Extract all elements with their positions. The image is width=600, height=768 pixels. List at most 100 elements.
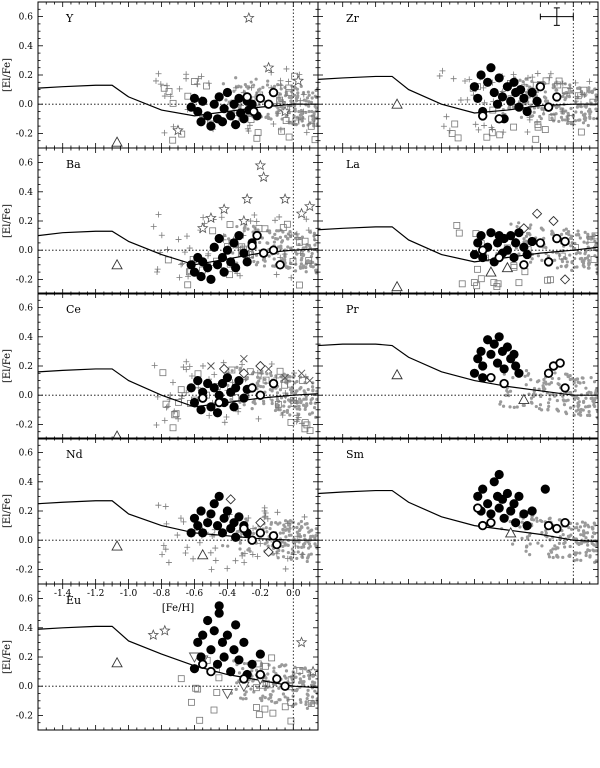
field-star-point [264,676,268,680]
open-circle-point [247,241,257,251]
open-star-point [241,193,253,205]
filled-circle-point [509,252,519,263]
filled-circle-point [189,267,200,277]
field-star-point [295,530,299,534]
plus-point [155,70,162,77]
open-star-point [307,665,318,677]
open-square-point [285,133,293,141]
y-tick-label: -0.2 [16,420,33,430]
plus-point [472,121,479,128]
plus-point [299,551,306,558]
field-star-point [280,240,284,244]
field-star-point [587,258,591,263]
plus-point [510,71,517,78]
field-star-point [540,530,544,535]
field-star-point [581,121,586,125]
field-star-point [227,237,231,241]
filled-circle-point [478,252,488,263]
field-star-point [282,664,287,668]
field-star-point [256,375,260,379]
field-star-point [281,555,286,559]
field-star-point [306,556,310,560]
field-star-point [511,376,515,380]
plus-point [301,513,308,520]
field-star-point [562,399,566,403]
plus-point [164,403,171,410]
filled-circle-point [509,349,519,359]
open-square-point [269,709,277,717]
field-star-point [269,693,273,697]
field-star-point [591,531,596,535]
open-square-point [188,698,195,706]
field-star-point [280,257,285,262]
field-star-point [541,384,545,388]
filled-circle-point [486,63,496,73]
field-star-point [587,86,591,90]
plus-point [559,80,566,87]
open-circle-point [242,92,252,102]
plus-point [198,73,205,80]
field-star-point [293,665,297,670]
field-star-point [243,693,247,697]
plus-point [177,515,184,522]
open-square-point [591,232,598,240]
field-star-point [578,257,582,261]
filled-circle-point [189,93,200,103]
field-star-point [520,536,524,540]
filled-circle-point [239,114,249,124]
element-label: Nd [66,448,83,461]
field-star-point [252,690,256,694]
plus-point [175,236,182,243]
plus-point [250,525,257,532]
plus-point [261,504,268,511]
field-star-point [259,384,263,389]
open-circle-point [473,503,483,513]
plus-point [261,514,268,521]
field-star-point [547,555,552,559]
open-square-point [489,106,497,114]
element-label: Y [65,12,74,25]
field-star-point [244,690,248,694]
plus-point [586,78,593,85]
open-square-point [555,77,563,85]
open-star-point [254,159,267,171]
open-square-point [287,676,295,684]
field-star-point [221,82,225,86]
field-star-point [285,543,289,547]
plus-point [242,376,249,383]
plus-point [277,254,284,261]
field-star-point [584,116,588,120]
field-star-point [299,385,303,390]
plus-point [150,223,157,230]
field-star-point [313,238,317,242]
y-tick-label: 0.2 [19,362,33,372]
y-tick-label: 0.0 [19,246,34,256]
field-star-point [311,389,315,393]
filled-circle-point [540,484,550,494]
open-square-point [534,121,542,129]
field-star-point [585,531,590,535]
field-star-point [304,702,308,707]
field-star-point [577,542,581,546]
open-circle-point [552,233,562,244]
field-star-point [573,388,577,393]
field-star-point [557,376,561,381]
y-tick-label: 0.4 [19,478,34,488]
plus-point [462,77,469,84]
field-star-point [249,687,253,691]
field-star-point [303,666,307,670]
field-star-point [314,544,318,548]
field-star-point [578,551,582,555]
field-star-point [270,389,274,393]
field-star-point [310,411,314,415]
field-star-point [529,400,533,404]
filled-circle-point [193,106,203,117]
plus-point [190,555,197,562]
field-star-point [570,89,574,94]
field-star-point [501,404,506,408]
field-star-point [540,227,544,231]
open-square-point [477,275,485,283]
plus-point [254,553,261,560]
field-star-point [528,542,532,546]
plus-point [439,67,446,74]
